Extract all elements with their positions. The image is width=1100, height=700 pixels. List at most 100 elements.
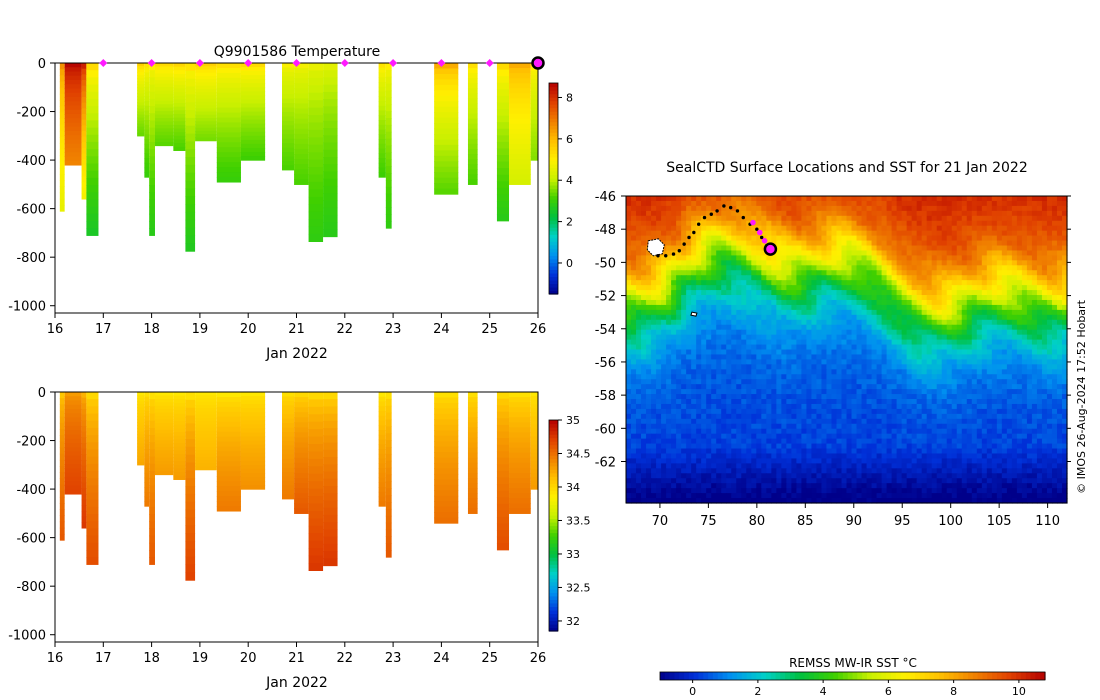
- colorbar-segment: [549, 465, 558, 470]
- sst-cell: [1061, 384, 1068, 390]
- profile-cell: [434, 139, 459, 146]
- colorbar-segment: [549, 532, 558, 537]
- sst-cell: [646, 364, 652, 370]
- profile-cell: [467, 83, 478, 89]
- sst-cell: [911, 275, 918, 281]
- sst-cell: [846, 374, 853, 380]
- sst-cell: [986, 235, 993, 242]
- sst-cell: [901, 354, 908, 360]
- sst-cell: [866, 299, 873, 306]
- sst-cell: [1051, 369, 1058, 375]
- sst-cell: [676, 260, 682, 266]
- profile-cell: [467, 63, 478, 69]
- sst-cell: [666, 260, 672, 266]
- sst-cell: [631, 265, 637, 271]
- latest-profile-marker: [531, 56, 545, 70]
- sst-cell: [641, 205, 647, 212]
- sst-cell: [951, 196, 958, 202]
- sst-cell: [826, 205, 833, 212]
- sst-cell: [916, 260, 923, 266]
- profile-cell: [216, 486, 241, 492]
- sst-cell: [886, 364, 893, 370]
- colorbar-tick-label: 6: [566, 133, 573, 146]
- sst-cell: [646, 394, 652, 400]
- sst-cell: [671, 349, 677, 356]
- sst-cell: [991, 245, 998, 252]
- sst-cell: [916, 329, 923, 336]
- sst-cell: [796, 245, 802, 252]
- sst-cell: [801, 210, 808, 217]
- sst-cell: [921, 389, 928, 395]
- sst-cell: [651, 290, 657, 296]
- sst-cell: [1031, 389, 1038, 395]
- sst-cell: [826, 319, 833, 326]
- sst-cell: [696, 255, 702, 261]
- sst-cell: [756, 379, 762, 385]
- sst-cell: [906, 210, 913, 217]
- sst-cell: [1061, 349, 1068, 356]
- profile-cell: [294, 148, 309, 155]
- sst-cell: [961, 354, 968, 360]
- sst-cell: [866, 309, 873, 316]
- sst-cell: [876, 354, 883, 360]
- profile-cell: [294, 138, 309, 145]
- sst-cell: [891, 196, 898, 202]
- sst-cell: [866, 384, 873, 390]
- colorbar-segment: [549, 592, 558, 597]
- profile-cell: [385, 419, 392, 427]
- profile-cell: [294, 83, 309, 89]
- sst-cell: [881, 245, 888, 252]
- sst-cell: [871, 245, 878, 252]
- sst-cell: [1046, 349, 1053, 356]
- sst-cell: [761, 200, 767, 207]
- y-tick-label: -600: [16, 203, 46, 218]
- profile-cell: [509, 412, 531, 418]
- profile-cell: [308, 152, 324, 161]
- sst-cell: [916, 250, 923, 257]
- sst-cell: [756, 240, 762, 247]
- profile-cell: [173, 117, 186, 122]
- sst-cell: [881, 304, 888, 311]
- profile-cell: [154, 135, 174, 140]
- sst-cell: [911, 255, 918, 261]
- sst-cell: [956, 255, 963, 261]
- profile-cell: [195, 95, 217, 100]
- sst-cell: [821, 245, 828, 252]
- profile-cell: [149, 521, 155, 530]
- sst-cell: [706, 349, 712, 356]
- sst-cell: [796, 255, 802, 261]
- sst-cell: [1046, 250, 1053, 257]
- profile-cell: [294, 498, 309, 504]
- sst-cell: [851, 319, 858, 326]
- sst-cell: [871, 215, 878, 222]
- sst-cell: [636, 354, 642, 360]
- sst-cell: [961, 324, 968, 331]
- sst-cell: [826, 299, 833, 306]
- sst-cell: [626, 384, 632, 390]
- sst-cell: [1001, 205, 1008, 212]
- profile-cell: [378, 411, 386, 417]
- sst-cell: [891, 299, 898, 306]
- sst-cell: [986, 260, 993, 266]
- profile-cell: [81, 63, 87, 70]
- sst-cell: [646, 225, 652, 232]
- profile-cell: [59, 81, 65, 89]
- sst-cell: [816, 220, 823, 227]
- sst-cell: [901, 196, 908, 202]
- sst-cell: [781, 205, 787, 212]
- sst-cell: [701, 349, 707, 356]
- sst-cell: [956, 314, 963, 321]
- sst-cell: [656, 196, 662, 202]
- sst-cell: [906, 304, 913, 311]
- colorbar-segment: [549, 479, 558, 484]
- sst-cell: [971, 339, 978, 346]
- sst-cell: [961, 339, 968, 346]
- sst-cell: [856, 215, 863, 222]
- sst-cell: [836, 270, 843, 276]
- sst-cell: [996, 255, 1003, 261]
- sst-cell: [1041, 364, 1048, 370]
- sst-cell: [791, 369, 797, 375]
- sst-cell: [641, 389, 647, 395]
- sst-cell: [871, 389, 878, 395]
- sst-cell: [761, 374, 767, 380]
